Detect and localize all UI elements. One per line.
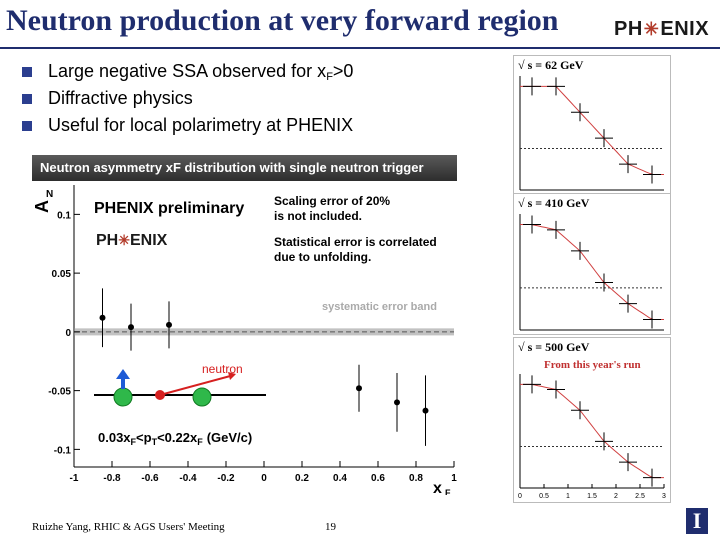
cut-label-sub: F bbox=[197, 437, 203, 447]
side-plot-500gev: √ s = 500 GeV From this year's run 0 0.5 1 1.… bbox=[513, 337, 671, 503]
bullet-text-main: Large negative SSA observed for x bbox=[48, 60, 327, 81]
y-axis-label: A bbox=[32, 200, 52, 213]
footer-author: Ruizhe Yang, RHIC & AGS Users' Meeting bbox=[32, 521, 225, 533]
cut-label-sub: F bbox=[131, 437, 137, 447]
note-statistical-2: due to unfolding. bbox=[274, 250, 371, 264]
side-x-tick-label: 1.5 bbox=[587, 493, 597, 500]
logo-right-text: ENIX bbox=[660, 18, 710, 40]
data-point bbox=[99, 314, 106, 321]
side-x-tick-label: 1 bbox=[566, 493, 570, 500]
bullet-text-tail: >0 bbox=[332, 60, 354, 81]
side-plot-annotation: From this year's run bbox=[544, 359, 641, 371]
bullet-text: Diffractive physics bbox=[48, 88, 193, 108]
x-tick-label: 0 bbox=[261, 473, 267, 484]
side-plot-410gev: √ s = 410 GeV bbox=[513, 193, 671, 335]
footer-page-number: 19 bbox=[325, 521, 336, 533]
side-plot-62gev: √ s = 62 GeV bbox=[513, 55, 671, 195]
bullet-square-icon bbox=[22, 66, 32, 77]
band-label: systematic error band bbox=[322, 301, 437, 313]
side-plot-title: √ s = 500 GeV bbox=[518, 340, 590, 354]
bullet-square-icon bbox=[22, 120, 32, 131]
slide-title: Neutron production at very forward regio… bbox=[6, 4, 559, 37]
side-plot-title: √ s = 410 GeV bbox=[518, 196, 590, 210]
neutron-arrow-icon bbox=[159, 374, 235, 396]
x-tick-label: -0.4 bbox=[179, 473, 197, 484]
side-plot-title: √ s = 62 GeV bbox=[518, 58, 584, 72]
inner-logo-left: PH bbox=[96, 232, 118, 249]
main-plot-ticks: -1 -0.8 -0.6 -0.4 -0.2 0 0.2 0.4 0.6 0.8 1 0.1 0.05 0… bbox=[48, 210, 457, 484]
data-point bbox=[128, 324, 134, 331]
x-tick-label: 0.2 bbox=[295, 473, 309, 484]
y-axis-label-sub: N bbox=[46, 189, 53, 200]
y-tick-label: 0.05 bbox=[52, 269, 72, 280]
phenix-logo: PH✳ENIX bbox=[614, 18, 709, 41]
y-tick-label: -0.1 bbox=[54, 445, 72, 456]
neutron-arrow-head-icon bbox=[228, 372, 236, 380]
x-tick-label: 0.6 bbox=[371, 473, 385, 484]
x-tick-label: 1 bbox=[451, 473, 457, 484]
bullet-item: Large negative SSA observed for xF>0 bbox=[22, 58, 353, 85]
y-tick-label: 0.1 bbox=[57, 210, 71, 221]
bullet-text: Large negative SSA observed for xF>0 bbox=[48, 61, 353, 83]
bullet-item: Diffractive physics bbox=[22, 85, 353, 112]
university-logo-icon: I bbox=[686, 508, 708, 534]
side-x-tick-label: 2 bbox=[614, 493, 618, 500]
side-x-tick-label: 0.5 bbox=[539, 493, 549, 500]
logo-left-text: PH bbox=[614, 18, 643, 40]
side-fit-curve bbox=[520, 224, 664, 320]
main-plot-header: Neutron asymmetry xF distribution with s… bbox=[32, 155, 457, 181]
note-scaling-1: Scaling error of 20% bbox=[274, 194, 390, 208]
side-fit-curve bbox=[520, 85, 664, 175]
cut-label-part: (GeV/c) bbox=[207, 430, 253, 445]
bullet-list: Large negative SSA observed for xF>0 Dif… bbox=[22, 58, 353, 139]
x-tick-label: 0.8 bbox=[409, 473, 423, 484]
data-point bbox=[422, 407, 429, 414]
data-point bbox=[166, 321, 172, 328]
side-x-tick-label: 3 bbox=[662, 493, 666, 500]
systematic-error-band bbox=[74, 328, 454, 336]
side-fit-curve bbox=[520, 383, 664, 479]
x-tick-label: -0.2 bbox=[217, 473, 235, 484]
data-point bbox=[356, 385, 362, 392]
y-tick-label: -0.05 bbox=[48, 387, 71, 398]
note-scaling-2: is not included. bbox=[274, 209, 362, 223]
x-tick-label: -1 bbox=[70, 473, 79, 484]
bullet-square-icon bbox=[22, 93, 32, 104]
bullet-item: Useful for local polarimetry at PHENIX bbox=[22, 112, 353, 139]
neutron-label: neutron bbox=[202, 362, 243, 376]
x-tick-label: 0.4 bbox=[333, 473, 347, 484]
spin-arrow-head-icon bbox=[116, 369, 130, 379]
cut-label: 0.03xF<pT<0.22xF (GeV/c) bbox=[98, 430, 252, 447]
main-plot-points bbox=[99, 288, 429, 446]
inner-logo-star-icon: ✳ bbox=[118, 232, 130, 248]
preliminary-label: PHENIX preliminary bbox=[94, 200, 244, 217]
cut-label-sub: T bbox=[152, 437, 158, 447]
note-statistical-1: Statistical error is correlated bbox=[274, 235, 437, 249]
error-band-rect bbox=[74, 328, 454, 336]
title-underline bbox=[0, 47, 720, 49]
cut-label-part: 0.03x bbox=[98, 430, 131, 445]
x-axis-label: x bbox=[433, 480, 442, 495]
x-axis-label-sub: F bbox=[445, 488, 451, 495]
proton-right-icon bbox=[192, 387, 212, 407]
main-plot: -1 -0.8 -0.6 -0.4 -0.2 0 0.2 0.4 0.6 0.8 1 0.1 0.05 0… bbox=[32, 181, 457, 495]
inner-logo: PH✳ENIX bbox=[96, 232, 168, 249]
bullet-text-sub: F bbox=[326, 70, 333, 83]
y-tick-label: 0 bbox=[65, 328, 71, 339]
cut-label-part: <p bbox=[136, 430, 152, 445]
bullet-text: Useful for local polarimetry at PHENIX bbox=[48, 115, 354, 135]
data-point bbox=[394, 399, 400, 406]
logo-star-icon: ✳ bbox=[643, 19, 660, 39]
side-x-tick-label: 0 bbox=[518, 493, 522, 500]
proton-left-icon bbox=[113, 387, 133, 407]
x-tick-label: -0.8 bbox=[103, 473, 121, 484]
x-tick-label: -0.6 bbox=[141, 473, 159, 484]
cut-label-part: <0.22x bbox=[157, 430, 198, 445]
inner-logo-right: ENIX bbox=[130, 232, 168, 249]
side-x-tick-label: 2.5 bbox=[635, 493, 645, 500]
